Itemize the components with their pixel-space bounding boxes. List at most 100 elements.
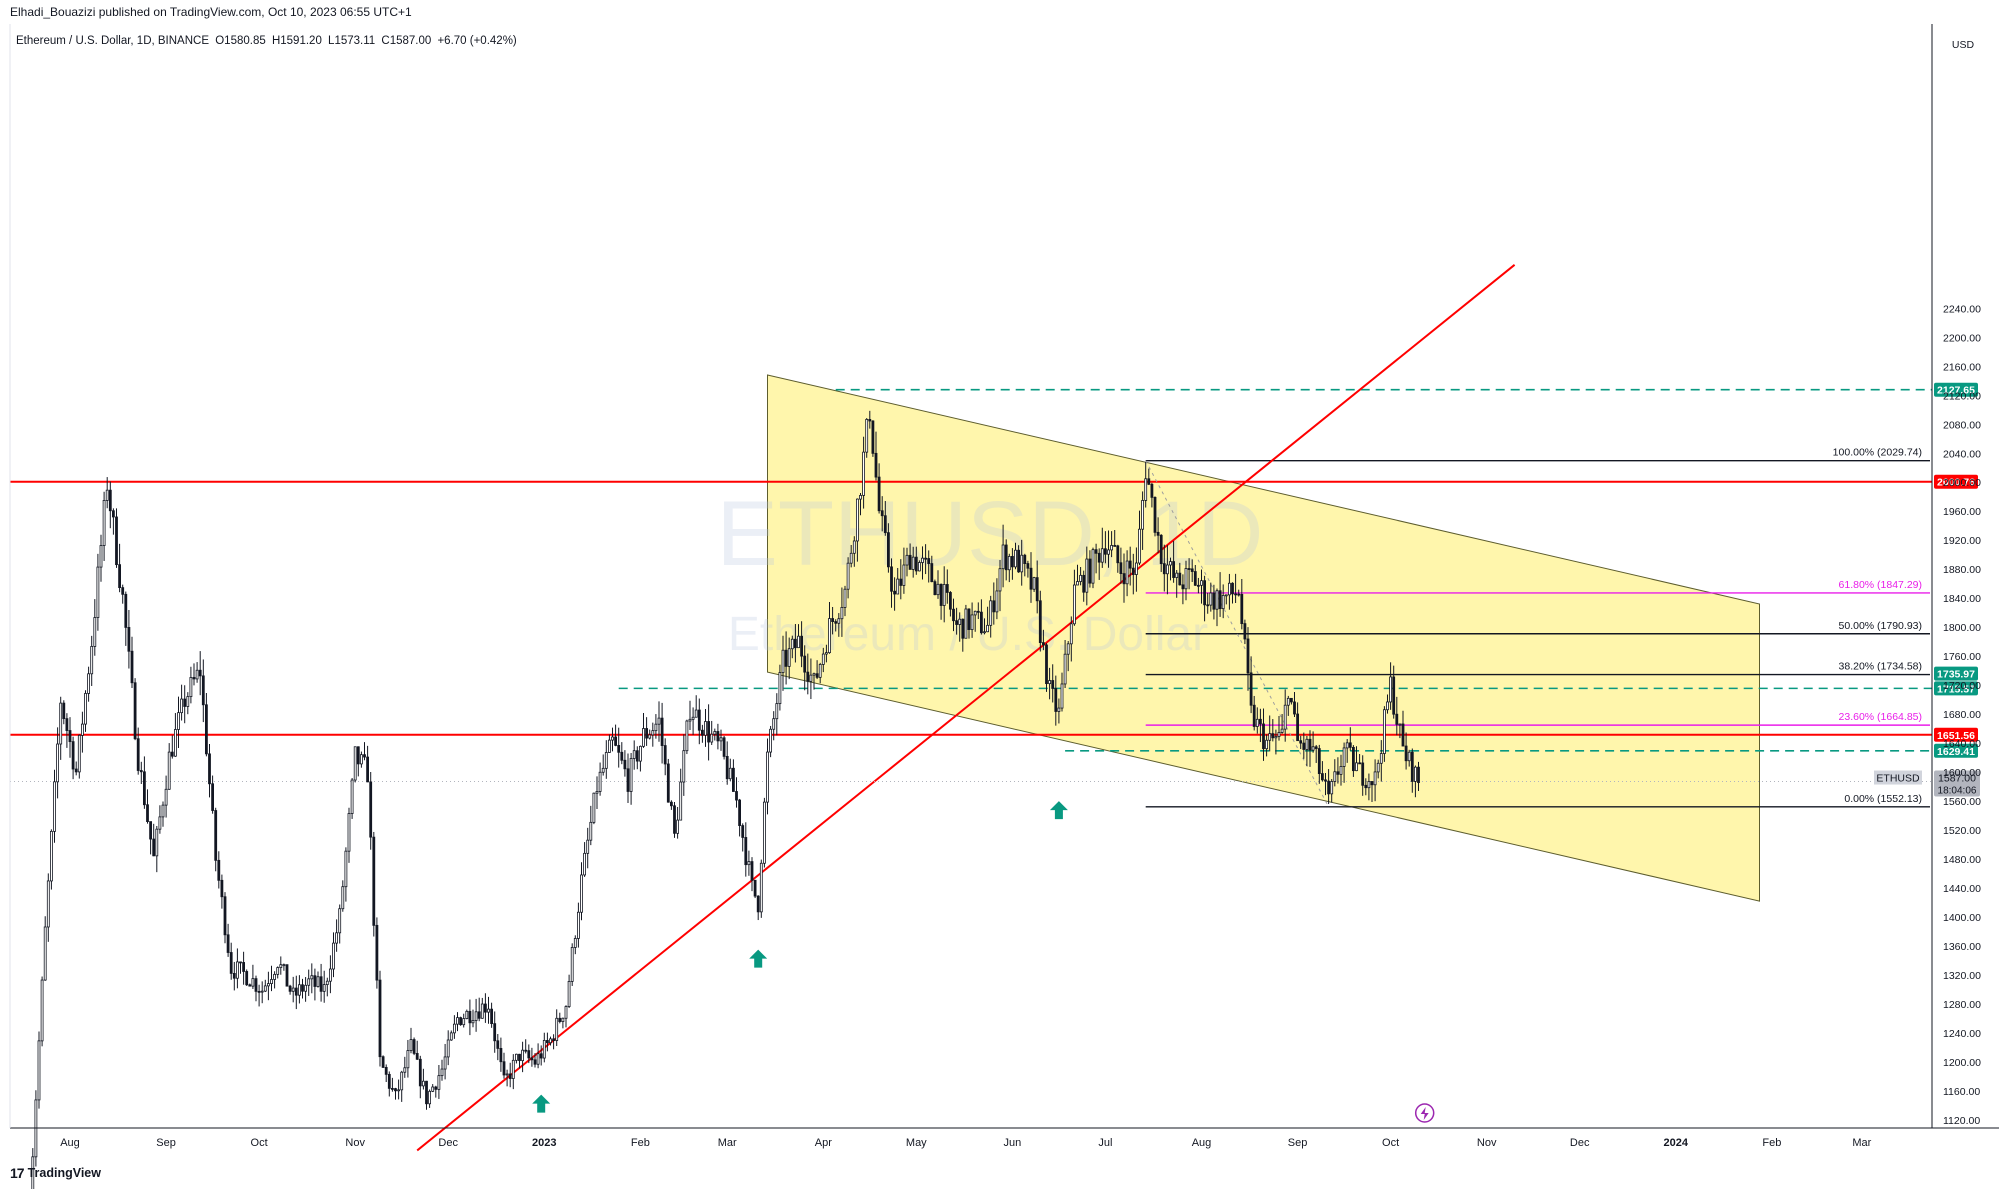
candle-body bbox=[911, 556, 915, 570]
candle-body bbox=[493, 1023, 497, 1042]
candle-body bbox=[77, 734, 81, 773]
candle-body bbox=[440, 1068, 444, 1077]
candle-body bbox=[53, 781, 56, 832]
candle-body bbox=[536, 1053, 540, 1065]
candle-body bbox=[1141, 500, 1144, 530]
candle-body bbox=[381, 1056, 385, 1068]
candle-body bbox=[1138, 528, 1141, 564]
candle-body bbox=[347, 813, 351, 852]
candle-body bbox=[552, 1038, 555, 1041]
candle-body bbox=[1255, 718, 1259, 727]
candle-body bbox=[37, 1040, 41, 1101]
x-tick-label: Sep bbox=[1288, 1137, 1308, 1149]
candle-body bbox=[964, 608, 968, 639]
candle-body bbox=[784, 649, 788, 667]
candle-body bbox=[998, 568, 1002, 592]
candle-body bbox=[871, 420, 875, 454]
candle-body bbox=[524, 1049, 528, 1052]
candle-body bbox=[1007, 556, 1011, 571]
candle-body bbox=[604, 752, 608, 769]
candle-body bbox=[1048, 680, 1051, 685]
level-tag-label: 2127.65 bbox=[1937, 385, 1975, 397]
y-tick-label: 1360.00 bbox=[1943, 941, 1981, 953]
candle-body bbox=[301, 984, 304, 992]
candle-body bbox=[797, 635, 800, 649]
candle-body bbox=[1162, 563, 1166, 575]
x-tick-label: Aug bbox=[1192, 1137, 1212, 1149]
candle-body bbox=[1367, 781, 1371, 789]
candle-body bbox=[1311, 746, 1315, 751]
candle-body bbox=[1128, 560, 1132, 569]
candle-body bbox=[812, 673, 816, 676]
candle-body bbox=[1342, 747, 1346, 767]
candle-body bbox=[1209, 592, 1213, 606]
candle-body bbox=[1184, 568, 1188, 590]
candle-body bbox=[43, 926, 47, 981]
candle-body bbox=[1379, 753, 1383, 764]
candle-body bbox=[589, 821, 593, 841]
symbol-name[interactable]: Ethereum / U.S. Dollar, 1D, BINANCE bbox=[16, 35, 210, 47]
candle-body bbox=[1348, 742, 1352, 748]
candle-body bbox=[1131, 567, 1135, 575]
x-tick-label: Oct bbox=[251, 1137, 268, 1149]
candle-body bbox=[325, 980, 329, 985]
y-tick-label: 2040.00 bbox=[1943, 448, 1981, 460]
candle-body bbox=[608, 739, 611, 753]
candle-body bbox=[502, 1061, 506, 1076]
candle-body bbox=[834, 621, 838, 624]
candle-body bbox=[831, 618, 834, 622]
candle-body bbox=[1051, 680, 1055, 689]
candle-body bbox=[707, 721, 710, 743]
candle-body bbox=[180, 698, 184, 714]
candle-body bbox=[285, 964, 289, 987]
candle-body bbox=[893, 590, 896, 595]
candle-body bbox=[121, 587, 125, 595]
candle-body bbox=[415, 1053, 419, 1060]
candle-body bbox=[958, 618, 962, 625]
candle-body bbox=[328, 968, 332, 982]
candle-body bbox=[245, 971, 249, 986]
candle-body bbox=[220, 879, 224, 898]
y-tick-label: 1640.00 bbox=[1943, 738, 1981, 750]
x-tick-label: Dec bbox=[438, 1137, 458, 1149]
candle-body bbox=[282, 964, 286, 967]
candle-body bbox=[539, 1053, 543, 1059]
low-value: 1573.11 bbox=[334, 35, 376, 47]
footer-brand[interactable]: 17 TradingView bbox=[10, 1165, 101, 1181]
candle-body bbox=[1060, 683, 1064, 709]
candle-body bbox=[642, 728, 645, 747]
candle-body bbox=[1330, 781, 1334, 795]
candle-body bbox=[1035, 577, 1039, 602]
candle-body bbox=[704, 721, 707, 736]
candle-body bbox=[837, 618, 841, 624]
rising-trendline[interactable] bbox=[416, 264, 1516, 1152]
candle-body bbox=[825, 652, 828, 655]
level-tag-label: 1651.56 bbox=[1937, 730, 1975, 742]
level-tag-label: 1629.41 bbox=[1937, 746, 1975, 758]
candle-body bbox=[828, 618, 831, 654]
candle-body bbox=[471, 1020, 475, 1024]
x-tick-label: Nov bbox=[1477, 1137, 1497, 1149]
x-tick-label: Oct bbox=[1382, 1137, 1399, 1149]
y-tick-label: 1160.00 bbox=[1943, 1086, 1980, 1098]
candle-body bbox=[263, 985, 267, 992]
candle-body bbox=[939, 583, 943, 606]
candle-body bbox=[1305, 738, 1309, 750]
candle-body bbox=[276, 967, 280, 975]
currency-label[interactable]: USD bbox=[1952, 39, 1975, 51]
candle-body bbox=[50, 831, 53, 882]
candle-body bbox=[787, 648, 791, 667]
candle-body bbox=[112, 510, 115, 518]
level-tag-1735.97 bbox=[1934, 666, 1978, 681]
candle-body bbox=[487, 1008, 490, 1013]
candle-body bbox=[332, 942, 335, 970]
candle-body bbox=[856, 498, 859, 542]
x-tick-label: Nov bbox=[345, 1137, 365, 1149]
candle-body bbox=[983, 631, 986, 634]
candle-body bbox=[291, 987, 295, 992]
candle-body bbox=[1352, 746, 1355, 772]
candle-body bbox=[927, 558, 931, 564]
candle-body bbox=[1299, 740, 1303, 744]
open-label: O bbox=[215, 35, 225, 47]
